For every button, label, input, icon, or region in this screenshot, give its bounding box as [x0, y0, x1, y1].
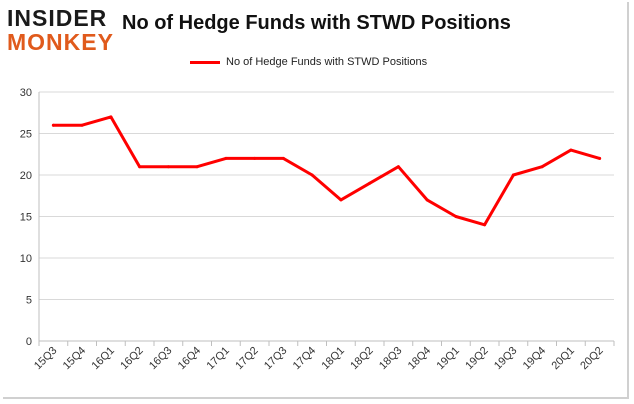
x-tick-label: 18Q3: [377, 345, 405, 373]
chart-title: No of Hedge Funds with STWD Positions: [122, 12, 511, 34]
y-tick-label: 25: [20, 129, 32, 141]
x-tick-label: 18Q2: [348, 345, 376, 373]
data-point: [51, 123, 55, 127]
x-tick-label: 19Q2: [463, 345, 491, 373]
data-point: [109, 115, 113, 119]
y-tick-label: 15: [20, 212, 32, 224]
legend-swatch: [190, 60, 220, 64]
y-tick-label: 10: [20, 253, 32, 265]
y-tick-label: 30: [20, 87, 32, 99]
y-tick-label: 0: [26, 336, 32, 348]
x-tick-label: 17Q1: [204, 345, 232, 373]
data-point: [166, 165, 170, 169]
x-tick-label: 16Q2: [118, 345, 146, 373]
x-tick-label: 20Q1: [549, 345, 577, 373]
data-point: [540, 165, 544, 169]
x-tick-label: 17Q3: [262, 345, 290, 373]
data-point: [598, 156, 602, 160]
x-tick-label: 19Q3: [492, 345, 520, 373]
data-point: [281, 156, 285, 160]
logo-text-top: INSIDER: [7, 5, 108, 31]
data-point: [253, 156, 257, 160]
x-tick-label: 16Q1: [89, 345, 117, 373]
y-tick-label: 20: [20, 170, 32, 182]
data-point: [368, 181, 372, 185]
x-tick-label: 18Q4: [406, 345, 434, 373]
data-point: [138, 165, 142, 169]
series-line: [51, 115, 602, 227]
x-tick-label: 17Q4: [291, 345, 319, 373]
x-tick-label: 19Q4: [521, 345, 549, 373]
x-tick-label: 20Q2: [578, 345, 606, 373]
data-point: [396, 165, 400, 169]
x-tick-label: 17Q2: [233, 345, 261, 373]
x-tick-label: 19Q1: [434, 345, 462, 373]
data-point: [310, 173, 314, 177]
data-point: [483, 223, 487, 227]
x-tick-label: 16Q4: [176, 345, 204, 373]
y-tick-label: 5: [26, 295, 32, 307]
data-point: [224, 156, 228, 160]
logo-text-bottom: MONKEY: [7, 29, 114, 55]
data-point: [511, 173, 515, 177]
chart-legend: No of Hedge Funds with STWD Positions: [190, 54, 427, 70]
data-point: [339, 198, 343, 202]
x-tick-label: 15Q4: [61, 345, 89, 373]
data-point: [454, 215, 458, 218]
x-tick-label: 15Q3: [32, 345, 60, 373]
legend-label: No of Hedge Funds with STWD Positions: [226, 56, 428, 68]
x-tick-label: 18Q1: [319, 345, 347, 373]
data-point: [569, 148, 573, 152]
insider-monkey-logo: INSIDER MONKEY: [7, 4, 119, 54]
data-point: [80, 123, 84, 127]
data-point: [195, 165, 199, 169]
x-tick-label: 16Q3: [147, 345, 175, 373]
data-point: [425, 198, 429, 202]
